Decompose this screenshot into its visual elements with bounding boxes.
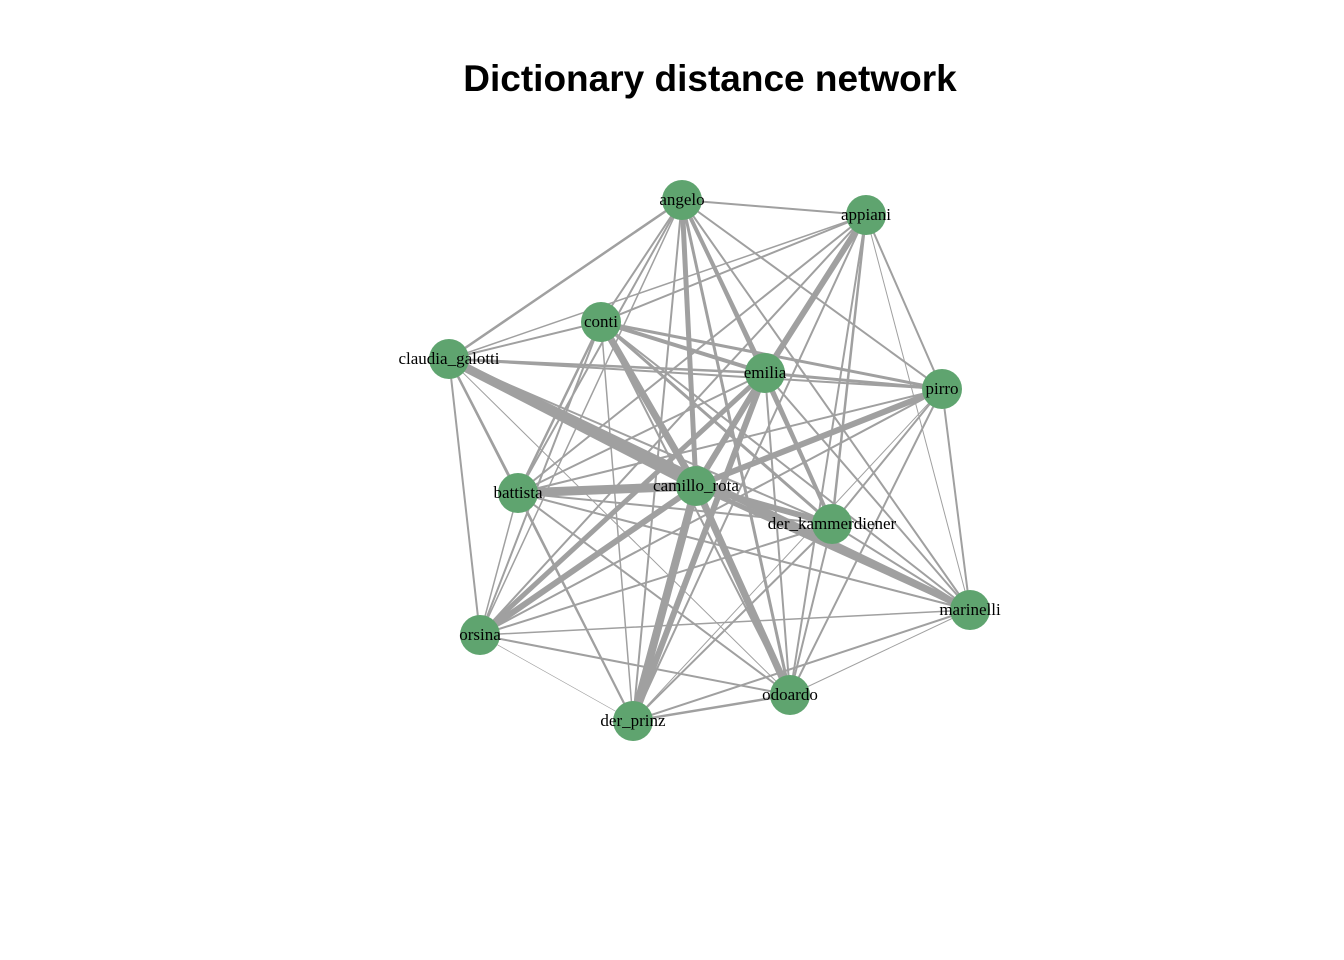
node-label-battista: battista (493, 483, 543, 502)
edge-pirro-der_prinz (632, 388, 943, 722)
edge-der_kammerdiener-marinelli (831, 523, 971, 611)
edge-pirro-camillo_rota (693, 386, 945, 489)
edge-marinelli-odoardo (789, 609, 971, 696)
node-label-claudia_galotti: claudia_galotti (398, 349, 499, 368)
edge-appiani-claudia_galotti (448, 214, 867, 360)
edge-emilia-odoardo (764, 372, 791, 696)
node-label-emilia: emilia (744, 363, 787, 382)
edge-pirro-der_kammerdiener (831, 388, 943, 525)
node-label-pirro: pirro (925, 379, 958, 398)
edge-conti-marinelli (600, 321, 971, 611)
edge-conti-claudia_galotti (448, 321, 602, 360)
node-label-appiani: appiani (841, 205, 891, 224)
node-label-der_prinz: der_prinz (600, 711, 666, 730)
edge-layer (444, 197, 974, 725)
edge-angelo-claudia_galotti (447, 198, 684, 361)
edge-battista-der_prinz (517, 492, 634, 722)
edge-orsina-odoardo (479, 634, 791, 696)
edge-der_kammerdiener-odoardo (789, 523, 833, 696)
node-label-marinelli: marinelli (939, 600, 1001, 619)
edge-angelo-orsina (479, 199, 683, 636)
edge-emilia-der_prinz (630, 370, 768, 724)
edge-orsina-der_prinz (479, 634, 634, 722)
node-appiani[interactable] (846, 195, 886, 235)
node-angelo[interactable] (662, 180, 702, 220)
edge-appiani-battista (517, 214, 867, 494)
node-label-orsina: orsina (459, 625, 501, 644)
edge-camillo_rota-odoardo (692, 482, 794, 699)
edge-camillo_rota-orsina (477, 483, 699, 638)
node-emilia[interactable] (745, 353, 785, 393)
edge-battista-odoardo (517, 492, 791, 696)
edge-appiani-conti (600, 214, 867, 323)
node-claudia_galotti[interactable] (429, 339, 469, 379)
edge-marinelli-orsina (479, 609, 971, 636)
edge-angelo-conti (600, 199, 683, 323)
edge-camillo_rota-der_kammerdiener (693, 483, 835, 527)
node-label-camillo_rota: camillo_rota (653, 476, 739, 495)
edge-camillo_rota-der_prinz (629, 482, 700, 725)
edge-conti-orsina (479, 321, 602, 636)
edge-emilia-pirro (763, 371, 944, 391)
node-label-der_kammerdiener: der_kammerdiener (768, 514, 897, 533)
edge-battista-camillo_rota (513, 481, 701, 498)
edge-pirro-marinelli (941, 388, 971, 611)
node-conti[interactable] (581, 302, 621, 342)
edge-conti-der_prinz (600, 321, 634, 722)
edge-marinelli-der_prinz (632, 609, 971, 722)
node-label-angelo: angelo (659, 190, 704, 209)
edge-battista-der_kammerdiener (517, 492, 833, 525)
edge-conti-der_kammerdiener (599, 320, 834, 526)
node-der_prinz[interactable] (613, 701, 653, 741)
edge-odoardo-der_prinz (631, 693, 792, 723)
edge-appiani-odoardo (789, 214, 867, 696)
node-label-conti: conti (584, 312, 618, 331)
edge-battista-orsina (479, 492, 519, 636)
edge-claudia_galotti-orsina (448, 358, 481, 636)
edge-emilia-battista (517, 372, 766, 494)
edge-appiani-orsina (479, 214, 867, 636)
edge-conti-emilia (599, 320, 767, 375)
edge-camillo_rota-marinelli (693, 483, 973, 613)
node-layer (429, 180, 990, 741)
node-camillo_rota[interactable] (676, 466, 716, 506)
edge-emilia-camillo_rota (693, 370, 768, 489)
edge-claudia_galotti-odoardo (448, 358, 791, 696)
node-label-odoardo: odoardo (762, 685, 818, 704)
node-orsina[interactable] (460, 615, 500, 655)
edge-angelo-battista (517, 199, 683, 494)
edge-pirro-battista (517, 388, 943, 494)
node-marinelli[interactable] (950, 590, 990, 630)
node-der_kammerdiener[interactable] (812, 504, 852, 544)
edge-angelo-marinelli (681, 199, 971, 611)
chart-title: Dictionary distance network (463, 58, 957, 99)
edge-claudia_galotti-pirro (448, 358, 943, 390)
edge-emilia-marinelli (764, 372, 971, 611)
node-battista[interactable] (498, 473, 538, 513)
edge-der_kammerdiener-orsina (479, 523, 833, 636)
edge-appiani-marinelli (865, 214, 971, 611)
node-odoardo[interactable] (770, 675, 810, 715)
edge-appiani-pirro (865, 214, 943, 390)
node-pirro[interactable] (922, 369, 962, 409)
edge-pirro-odoardo (789, 388, 943, 696)
edge-angelo-appiani (681, 199, 867, 216)
